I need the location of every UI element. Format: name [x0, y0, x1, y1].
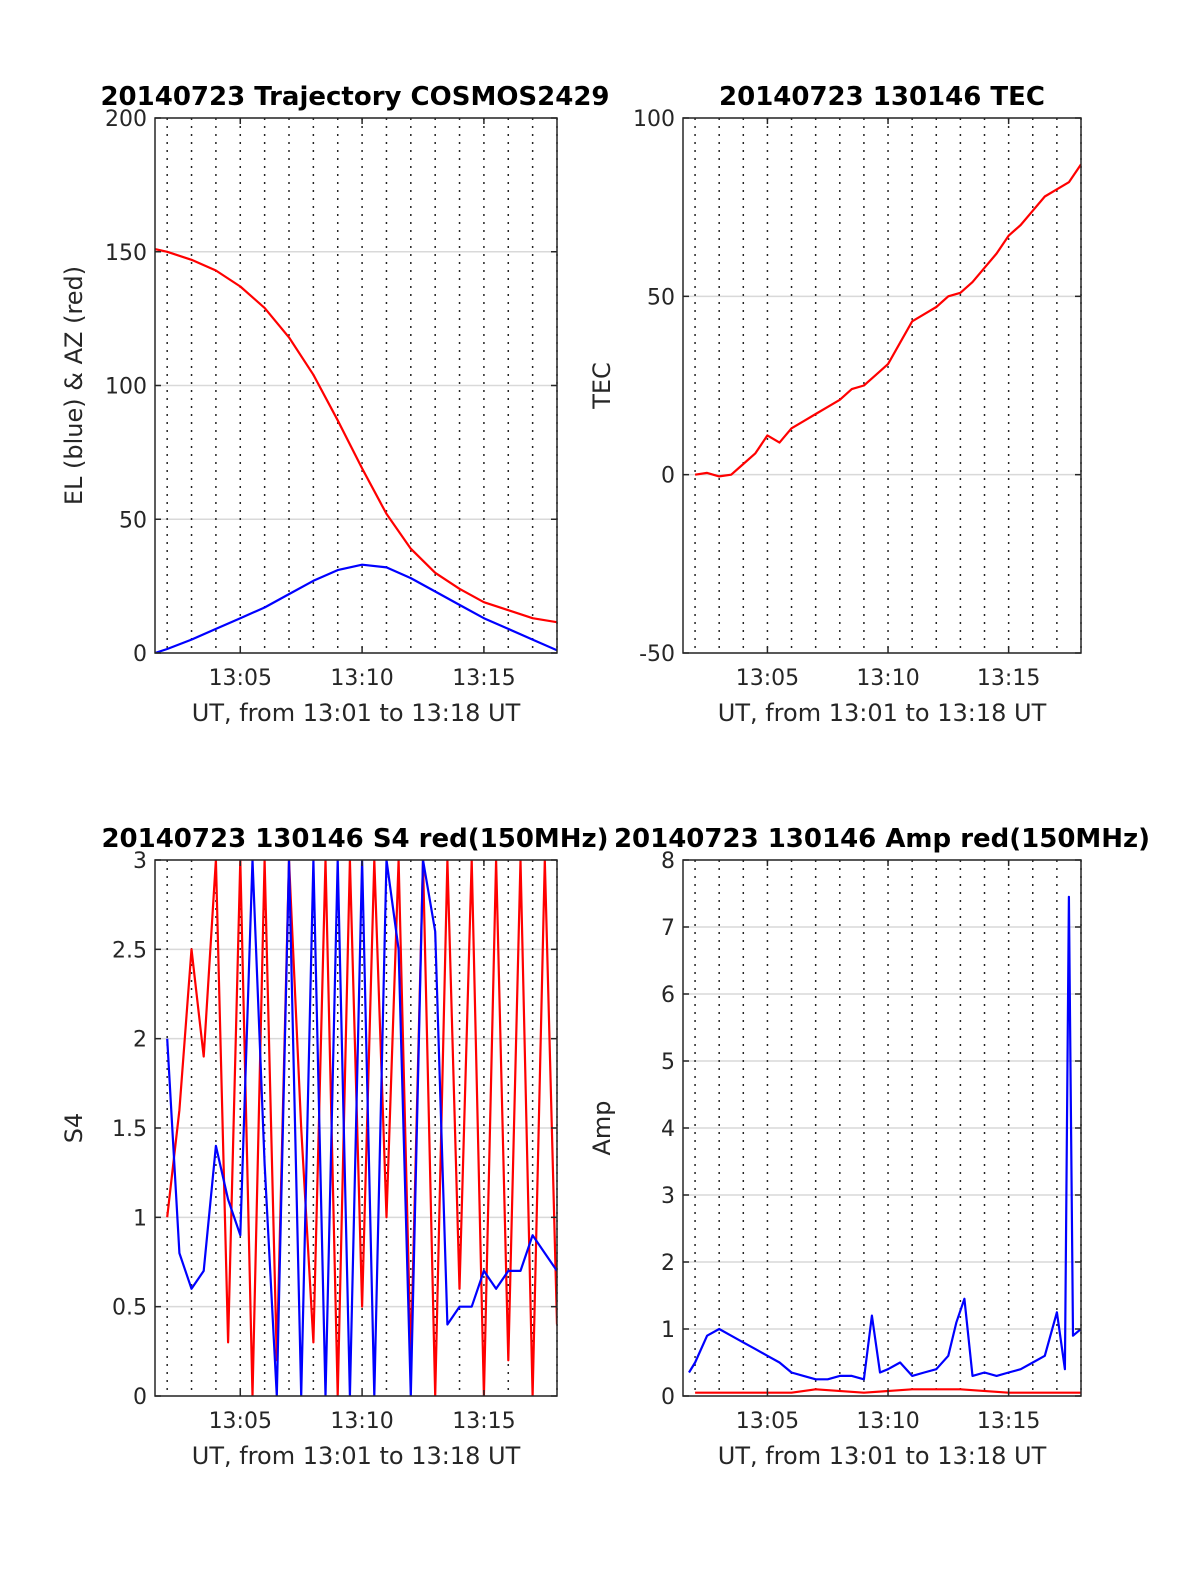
x-tick-label: 13:05: [736, 1409, 799, 1434]
y-tick-label: 150: [105, 241, 147, 266]
series-line-az: [155, 248, 557, 624]
x-tick-label: 13:10: [330, 666, 393, 691]
x-tick-label: 13:15: [977, 666, 1040, 691]
x-tick-label: 13:10: [856, 1409, 919, 1434]
y-tick-label: 6: [661, 983, 675, 1008]
y-tick-label: 0: [661, 464, 675, 489]
x-tick-label: 13:15: [452, 1409, 515, 1434]
y-axis-label: TEC: [588, 362, 616, 410]
series-line-amp_blue: [688, 895, 1081, 1381]
x-tick-label: 13:05: [736, 666, 799, 691]
y-tick-label: 0: [133, 642, 147, 667]
series-line-s4_red: [166, 860, 557, 1396]
y-tick-label: 100: [633, 107, 675, 132]
y-tick-label: 2: [661, 1251, 675, 1276]
chart-panel-2: 0 0.5 1 1.5 2 2.5 3 13:05 13:10 13:15 20140723 130…: [60, 824, 609, 1470]
x-axis-label: UT, from 13:01 to 13:18 UT: [718, 1442, 1047, 1470]
y-tick-label: 2.5: [112, 938, 147, 963]
series-line-tec: [694, 163, 1081, 478]
series-line-s4_blue: [166, 860, 557, 1396]
axes-box: [682, 117, 1082, 654]
y-tick-label: 5: [661, 1050, 675, 1075]
x-tick-label: 13:05: [209, 666, 272, 691]
y-tick-label: 200: [105, 107, 147, 132]
chart-panel-0: 0 50 100 150 200 13:05 13:10 13:15 20140723 Traj…: [60, 82, 610, 727]
x-tick-label: 13:05: [209, 1409, 272, 1434]
x-axis-label: UT, from 13:01 to 13:18 UT: [192, 699, 521, 727]
y-tick-label: 1: [661, 1318, 675, 1343]
y-axis-label: EL (blue) & AZ (red): [60, 266, 88, 505]
y-tick-label: -50: [639, 642, 675, 667]
x-tick-label: 13:10: [856, 666, 919, 691]
x-axis-label: UT, from 13:01 to 13:18 UT: [718, 699, 1047, 727]
x-axis-label: UT, from 13:01 to 13:18 UT: [192, 1442, 521, 1470]
y-tick-label: 0: [661, 1385, 675, 1410]
series-line-el: [155, 563, 557, 653]
chart-panel-3: 0 1 2 3 4 5 6 7 8 13:05 13:10 13:15 20140723 130146 …: [588, 824, 1150, 1470]
y-tick-label: 7: [661, 916, 675, 941]
y-tick-label: 8: [661, 849, 675, 874]
y-tick-label: 100: [105, 375, 147, 400]
x-tick-label: 13:15: [977, 1409, 1040, 1434]
y-tick-label: 2: [133, 1028, 147, 1053]
x-tick-label: 13:10: [330, 1409, 393, 1434]
chart-title: 20140723 Trajectory COSMOS2429: [100, 82, 609, 112]
y-tick-label: 1: [133, 1206, 147, 1231]
chart-title: 20140723 130146 TEC: [719, 82, 1045, 112]
y-tick-label: 0: [133, 1385, 147, 1410]
y-tick-label: 50: [647, 285, 675, 310]
y-tick-label: 1.5: [112, 1117, 147, 1142]
y-tick-label: 3: [661, 1184, 675, 1209]
y-tick-label: 3: [133, 849, 147, 874]
y-tick-label: 50: [119, 508, 147, 533]
y-tick-label: 4: [661, 1117, 675, 1142]
y-axis-label: Amp: [588, 1100, 616, 1155]
x-tick-label: 13:15: [452, 666, 515, 691]
y-tick-label: 0.5: [112, 1296, 147, 1321]
chart-panel-1: -50 0 50 100 13:05 13:10 13:15 20140723 130146 …: [588, 82, 1082, 727]
chart-title: 20140723 130146 Amp red(150MHz): [614, 824, 1150, 854]
chart-title: 20140723 130146 S4 red(150MHz): [101, 824, 608, 854]
y-axis-label: S4: [60, 1113, 88, 1144]
